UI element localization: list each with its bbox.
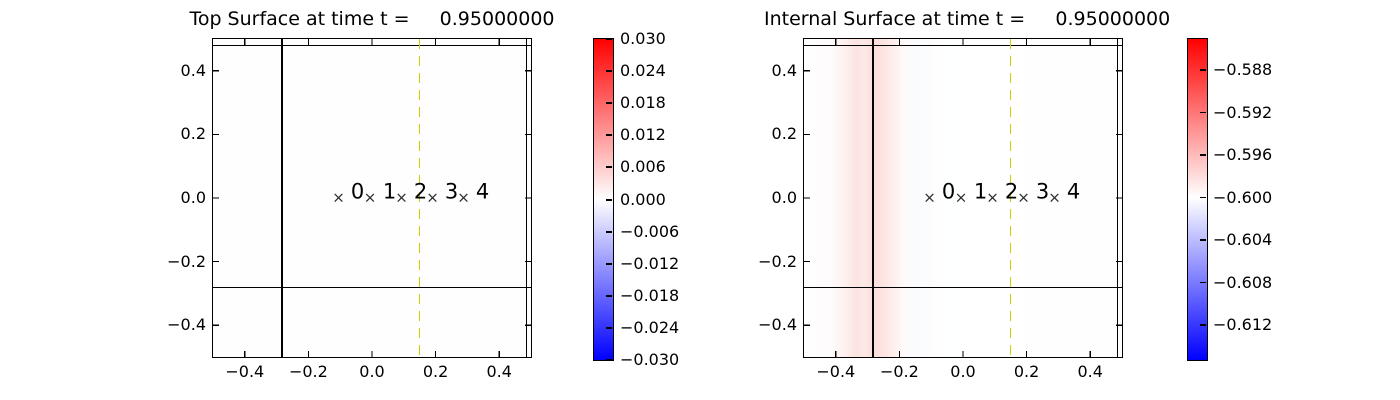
y-axis-ticks-left bbox=[212, 38, 219, 357]
x-tick-label: 0.4 bbox=[486, 362, 512, 381]
tracer-marker-x: × bbox=[426, 188, 439, 207]
tracer-label: 1 bbox=[382, 179, 397, 204]
tracer-marker-x: × bbox=[954, 188, 968, 207]
y-tick-label: 0.2 bbox=[771, 124, 797, 143]
x-axis-ticks-bottom bbox=[212, 350, 531, 357]
boundary-line-top bbox=[212, 44, 531, 47]
y-axis-ticks-left bbox=[803, 38, 810, 357]
x-axis-ticks-top bbox=[212, 38, 531, 45]
colorbar-tick-label: −0.030 bbox=[606, 350, 696, 370]
tracer-label: 0 bbox=[941, 179, 956, 204]
plot-top-surface-title: Top Surface at time t = 0.95000000 bbox=[189, 8, 555, 30]
y-tick-label: 0.4 bbox=[771, 61, 797, 80]
tracer-label: 2 bbox=[413, 179, 428, 204]
y-axis-ticks-right bbox=[524, 38, 531, 357]
y-tick-label: −0.4 bbox=[167, 315, 206, 334]
colorbar-tick-label: −0.600 bbox=[1200, 188, 1289, 208]
dashed-reference-line bbox=[1009, 38, 1012, 357]
boundary-line-vertical bbox=[281, 38, 284, 357]
x-tick-label: −0.4 bbox=[225, 362, 265, 381]
tracer-marker-x: × bbox=[986, 188, 999, 207]
tracer-marker-x: × bbox=[332, 188, 345, 207]
tracer-label: 4 bbox=[1066, 179, 1081, 204]
colorbar-tick-label: −0.608 bbox=[1200, 273, 1289, 293]
tracer-label: 2 bbox=[1004, 179, 1019, 204]
colorbar-tick-label: 0.006 bbox=[606, 157, 696, 177]
x-tick-label: −0.4 bbox=[816, 362, 856, 381]
x-tick-label: 0.2 bbox=[1013, 362, 1040, 381]
dashed-reference-line bbox=[418, 38, 421, 357]
y-tick-label: 0.2 bbox=[180, 124, 206, 143]
colorbar-tick-label: 0.030 bbox=[606, 29, 696, 49]
x-tick-label: −0.2 bbox=[879, 362, 919, 381]
colorbar-tick-label: −0.604 bbox=[1200, 230, 1289, 250]
x-tick-label: −0.2 bbox=[288, 362, 328, 381]
x-tick-label: 0.4 bbox=[1077, 362, 1103, 381]
colorbar-tick-label: 0.018 bbox=[606, 93, 696, 113]
internal-surface-field bbox=[803, 38, 1122, 357]
colorbar-top-surface bbox=[593, 37, 614, 361]
tracer-marker-x: × bbox=[923, 188, 936, 207]
tracer-label: 3 bbox=[444, 179, 459, 204]
tracer-marker-x: × bbox=[363, 188, 377, 207]
colorbar-tick-label: −0.588 bbox=[1200, 60, 1289, 80]
colorbar-tick-label: −0.612 bbox=[1200, 315, 1289, 335]
y-tick-label: −0.4 bbox=[758, 315, 797, 334]
colorbar-tick-label: 0.000 bbox=[606, 190, 696, 210]
top-surface-field bbox=[212, 38, 531, 357]
colorbar-tick-label: −0.018 bbox=[606, 286, 696, 306]
y-tick-label: −0.2 bbox=[167, 252, 206, 271]
boundary-line-horizontal bbox=[803, 286, 1122, 289]
boundary-line-top bbox=[803, 44, 1122, 47]
tracer-label: 0 bbox=[350, 179, 365, 204]
tracer-label: 3 bbox=[1035, 179, 1050, 204]
tracer-marker-x: × bbox=[457, 188, 470, 207]
tracer-label: 1 bbox=[973, 179, 988, 204]
boundary-line-horizontal bbox=[212, 286, 531, 289]
y-axis-ticks-right bbox=[1115, 38, 1122, 357]
y-tick-label: 0.4 bbox=[180, 61, 206, 80]
colorbar-tick-label: −0.024 bbox=[606, 318, 696, 338]
plot-top-surface-axes: × × × × × 0 1 2 3 4 bbox=[211, 37, 532, 358]
tracer-marker-x: × bbox=[1048, 188, 1061, 207]
plot-internal-surface-axes: × × × × × 0 1 2 3 4 bbox=[802, 37, 1123, 358]
colorbar-tick-label: 0.024 bbox=[606, 61, 696, 81]
x-tick-label: 0.0 bbox=[950, 362, 976, 381]
x-tick-label: 0.2 bbox=[422, 362, 449, 381]
colorbar-tick-label: −0.596 bbox=[1200, 145, 1289, 165]
y-tick-label: 0.0 bbox=[771, 188, 797, 207]
y-tick-label: −0.2 bbox=[758, 252, 797, 271]
boundary-line-vertical bbox=[872, 38, 875, 357]
tracer-marker-x: × bbox=[395, 188, 408, 207]
colorbar-tick-label: 0.012 bbox=[606, 125, 696, 145]
colorbar-tick-label: −0.592 bbox=[1200, 103, 1289, 123]
x-tick-label: 0.0 bbox=[359, 362, 385, 381]
x-axis-ticks-top bbox=[803, 38, 1122, 45]
colorbar-tick-label: −0.012 bbox=[606, 254, 696, 274]
y-tick-label: 0.0 bbox=[180, 188, 206, 207]
tracer-marker-x: × bbox=[1017, 188, 1030, 207]
colorbar-internal-surface bbox=[1187, 37, 1208, 361]
colorbar-tick-label: −0.006 bbox=[606, 222, 696, 242]
plot-internal-surface-title: Internal Surface at time t = 0.95000000 bbox=[764, 8, 1171, 30]
x-axis-ticks-bottom bbox=[803, 350, 1122, 357]
tracer-label: 4 bbox=[475, 179, 490, 204]
